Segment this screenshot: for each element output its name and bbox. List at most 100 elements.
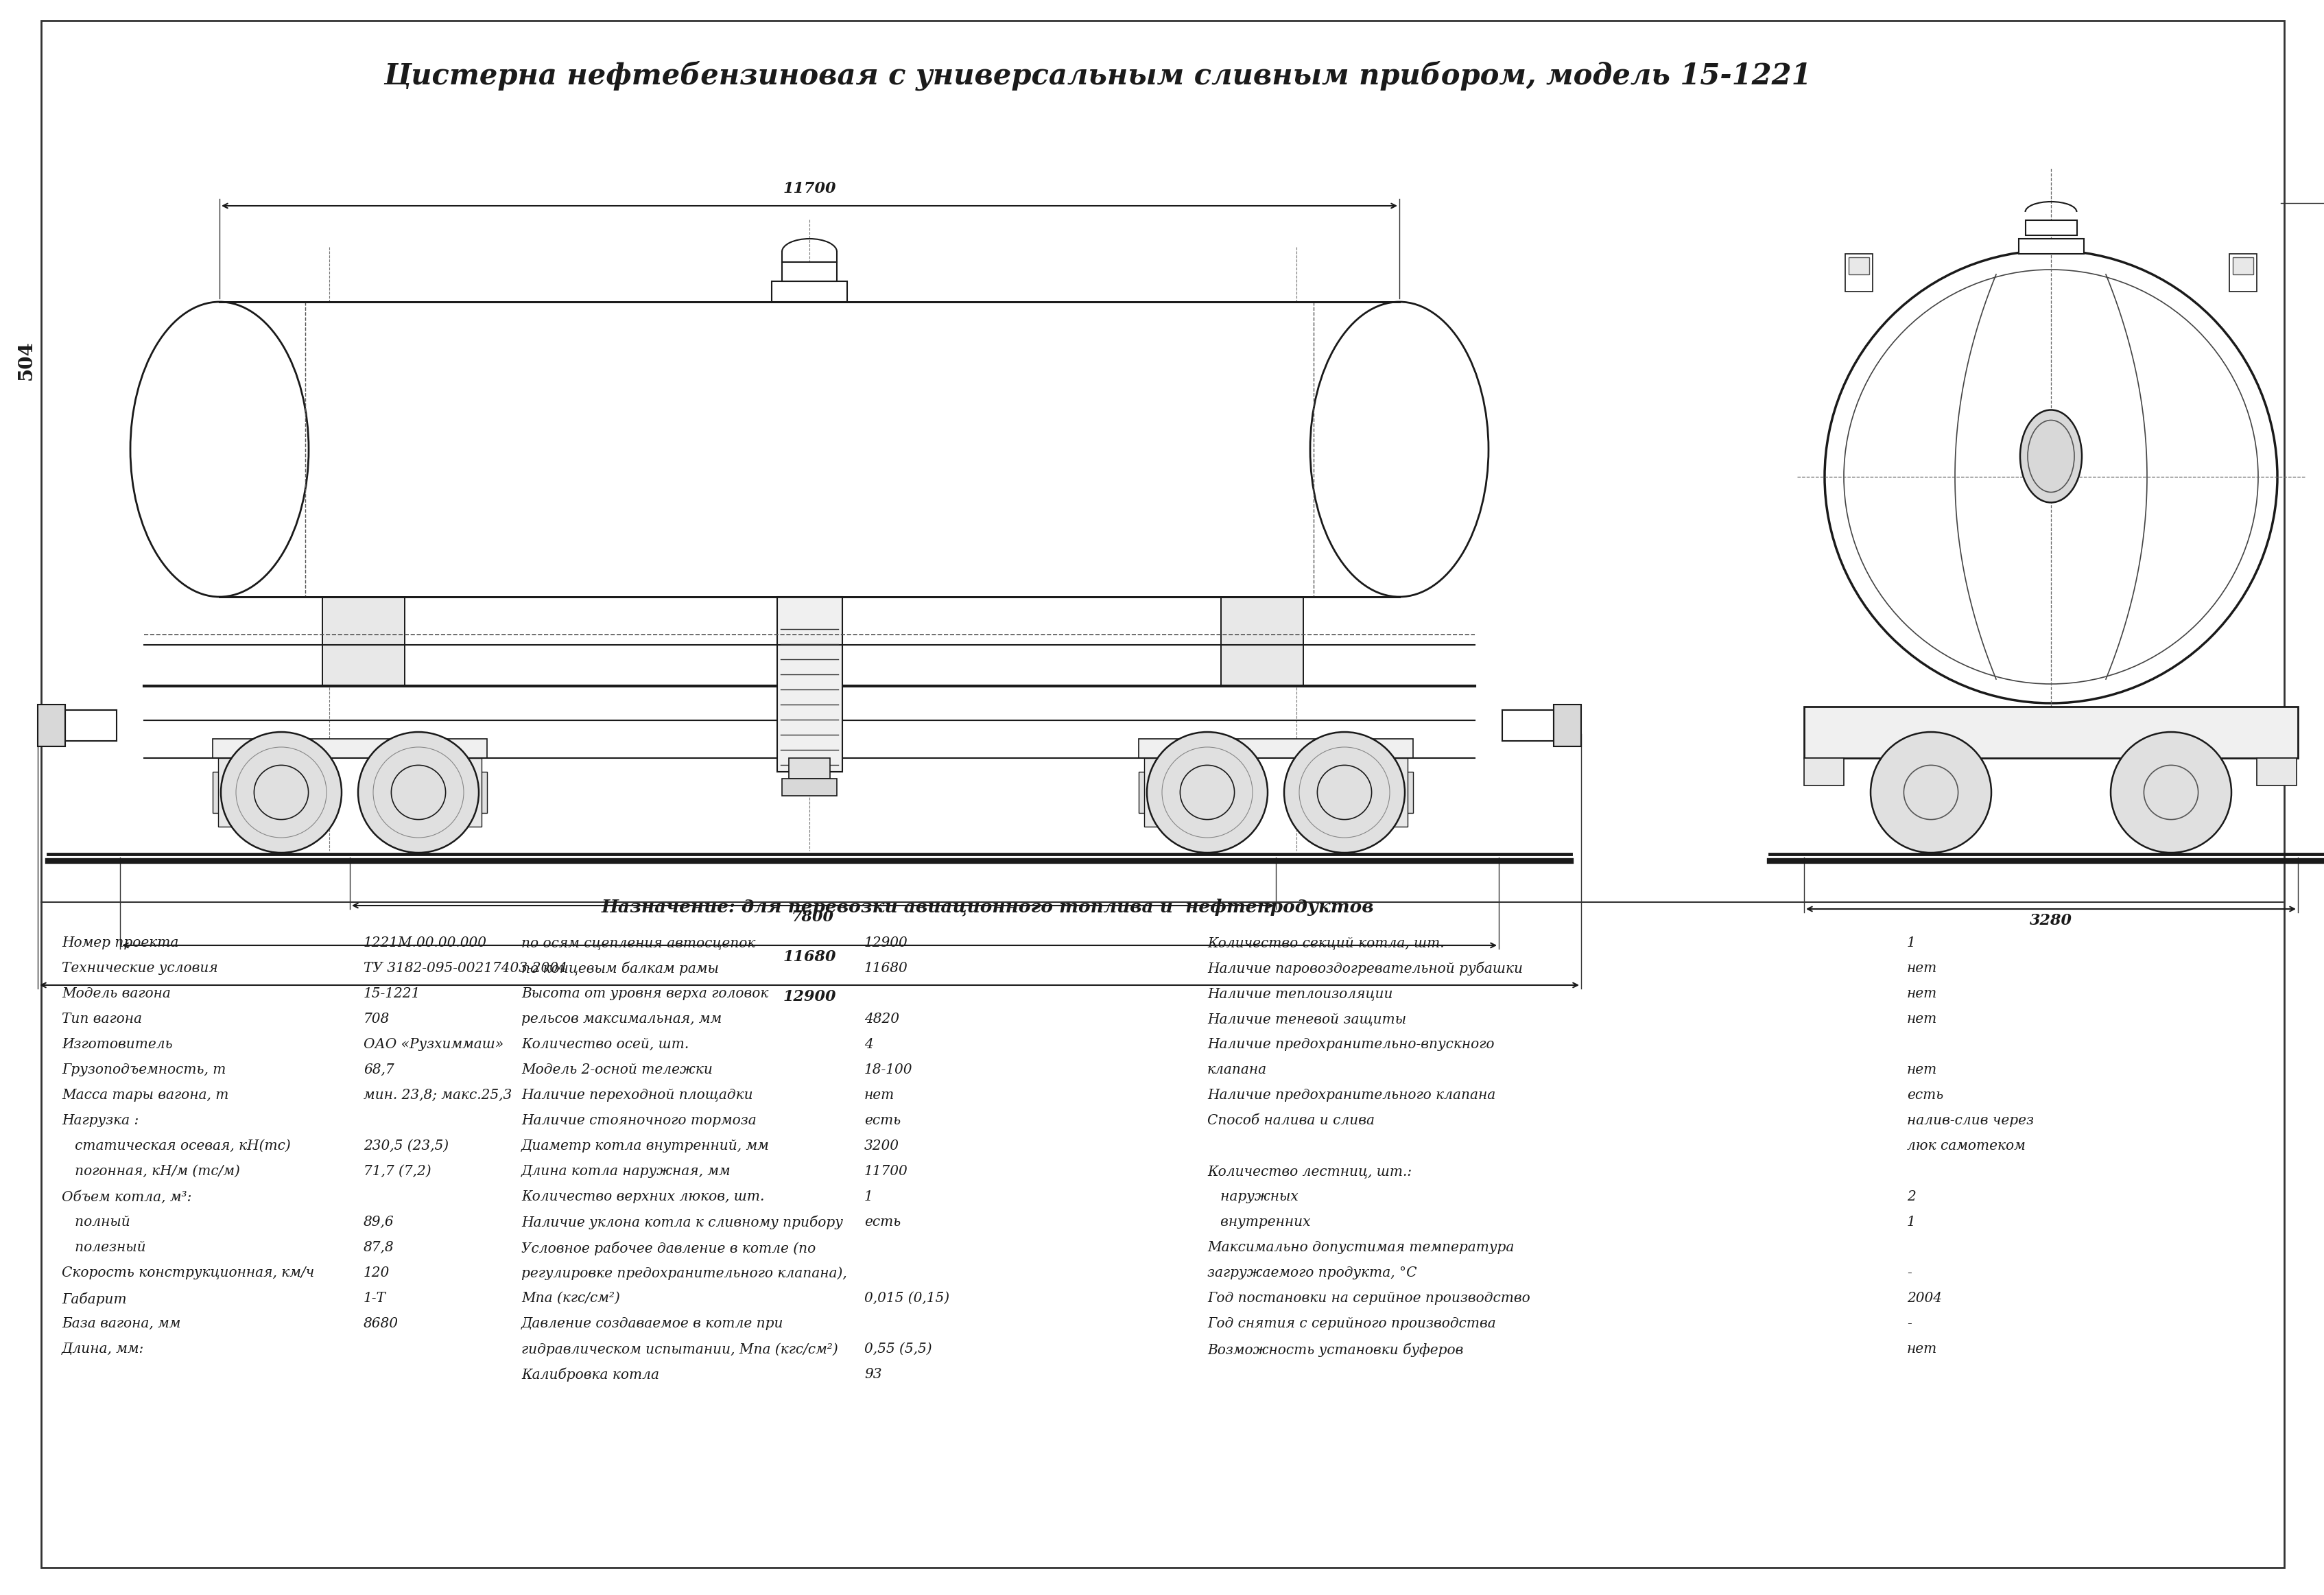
Bar <box>467 758 481 826</box>
Text: 1221М.00.00.000: 1221М.00.00.000 <box>363 936 488 949</box>
Circle shape <box>1148 732 1267 853</box>
Text: 11680: 11680 <box>865 962 909 975</box>
Text: 7800: 7800 <box>792 909 834 925</box>
Text: 18-100: 18-100 <box>865 1064 913 1077</box>
Text: Нагрузка :: Нагрузка : <box>63 1113 139 1128</box>
Text: 0,015 (0,15): 0,015 (0,15) <box>865 1292 951 1305</box>
Bar <box>1143 758 1157 826</box>
Circle shape <box>1824 250 2278 703</box>
Circle shape <box>2110 732 2231 853</box>
Text: статическая осевая, кН(тс): статическая осевая, кН(тс) <box>63 1139 290 1153</box>
Text: Модель вагона: Модель вагона <box>63 987 170 1000</box>
Text: Диаметр котла внутренний, мм: Диаметр котла внутренний, мм <box>521 1139 769 1153</box>
Bar <box>1845 254 1873 292</box>
Bar <box>462 772 488 813</box>
Bar <box>1555 705 1580 746</box>
Text: 12900: 12900 <box>783 989 837 1005</box>
Bar <box>37 705 65 746</box>
Text: погонная, кН/м (тс/м): погонная, кН/м (тс/м) <box>63 1164 239 1177</box>
Ellipse shape <box>2020 410 2082 502</box>
Bar <box>776 597 841 772</box>
Text: Мпа (кгс/см²): Мпа (кгс/см²) <box>521 1292 621 1305</box>
Bar <box>1848 257 1868 274</box>
Text: 8680: 8680 <box>363 1317 397 1330</box>
Text: 71,7 (7,2): 71,7 (7,2) <box>363 1164 432 1177</box>
Text: ТУ 3182-095-00217403-2004: ТУ 3182-095-00217403-2004 <box>363 962 567 975</box>
Text: загружаемого продукта, °С: загружаемого продукта, °С <box>1206 1266 1418 1279</box>
Bar <box>781 262 837 281</box>
Circle shape <box>1871 732 1992 853</box>
Text: по осям сцепления автосцепок: по осям сцепления автосцепок <box>521 936 755 949</box>
Text: нет: нет <box>1908 1013 1938 1026</box>
Text: Габарит: Габарит <box>63 1292 125 1306</box>
Text: Длина котла наружная, мм: Длина котла наружная, мм <box>521 1164 732 1177</box>
Text: Наличие предохранительного клапана: Наличие предохранительного клапана <box>1206 1089 1497 1102</box>
Bar <box>2027 220 2078 236</box>
Text: нет: нет <box>1908 1064 1938 1077</box>
Text: 1: 1 <box>865 1190 874 1203</box>
Text: мин. 23,8; макс.25,3: мин. 23,8; макс.25,3 <box>363 1089 511 1102</box>
Text: Изготовитель: Изготовитель <box>63 1038 172 1051</box>
Text: по концевым балкам рамы: по концевым балкам рамы <box>521 962 718 976</box>
Text: есть: есть <box>1908 1089 1943 1102</box>
Text: Объем котла, м³:: Объем котла, м³: <box>63 1190 191 1204</box>
Bar <box>1139 738 1413 758</box>
Bar <box>1390 772 1413 813</box>
Text: 708: 708 <box>363 1013 390 1026</box>
Bar <box>2233 257 2254 274</box>
Text: Грузоподъемность, т: Грузоподъемность, т <box>63 1064 225 1077</box>
Text: 2004: 2004 <box>1908 1292 1943 1305</box>
Text: Давление создаваемое в котле при: Давление создаваемое в котле при <box>521 1317 783 1330</box>
Text: Номер проекта: Номер проекта <box>63 936 179 949</box>
Bar <box>2020 239 2085 254</box>
Text: Высота от уровня верха головок: Высота от уровня верха головок <box>521 987 769 1000</box>
Text: База вагона, мм: База вагона, мм <box>63 1317 181 1330</box>
Text: 89,6: 89,6 <box>363 1215 395 1228</box>
Text: 1: 1 <box>1908 1215 1915 1228</box>
Text: ОАО «Рузхиммаш»: ОАО «Рузхиммаш» <box>363 1038 504 1051</box>
Text: нет: нет <box>1908 987 1938 1000</box>
Text: 87,8: 87,8 <box>363 1241 395 1254</box>
Bar <box>211 772 237 813</box>
Bar <box>218 301 1399 597</box>
Text: Наличие стояночного тормоза: Наличие стояночного тормоза <box>521 1113 755 1128</box>
Bar <box>1139 772 1162 813</box>
Bar <box>211 738 488 758</box>
Text: 504: 504 <box>16 340 35 380</box>
Circle shape <box>1285 732 1404 853</box>
Text: 68,7: 68,7 <box>363 1064 395 1077</box>
Bar <box>2257 758 2296 785</box>
Bar <box>1394 758 1408 826</box>
Text: Количество лестниц, шт.:: Количество лестниц, шт.: <box>1206 1164 1411 1177</box>
Text: 93: 93 <box>865 1369 881 1381</box>
Text: Год снятия с серийного производства: Год снятия с серийного производства <box>1206 1317 1497 1330</box>
Text: внутренних: внутренних <box>1206 1215 1311 1228</box>
Text: Условное рабочее давление в котле (по: Условное рабочее давление в котле (по <box>521 1241 816 1255</box>
Text: нет: нет <box>1908 962 1938 975</box>
Bar <box>1803 707 2298 758</box>
Text: Цистерна нефтебензиновая с универсальным сливным прибором, модель 15-1221: Цистерна нефтебензиновая с универсальным… <box>383 61 1810 91</box>
Circle shape <box>358 732 479 853</box>
Text: Максимально допустимая температура: Максимально допустимая температура <box>1206 1241 1515 1254</box>
Text: Скорость конструкционная, км/ч: Скорость конструкционная, км/ч <box>63 1266 314 1279</box>
Bar <box>781 778 837 796</box>
Text: Количество секций котла, шт.: Количество секций котла, шт. <box>1206 936 1443 949</box>
Text: 0,55 (5,5): 0,55 (5,5) <box>865 1343 932 1356</box>
Text: Технические условия: Технические условия <box>63 962 218 975</box>
Text: наружных: наружных <box>1206 1190 1299 1203</box>
Text: Наличие теневой защиты: Наличие теневой защиты <box>1206 1013 1406 1026</box>
Text: 3200: 3200 <box>865 1139 899 1153</box>
Text: Длина, мм:: Длина, мм: <box>63 1343 144 1356</box>
Text: 12900: 12900 <box>865 936 909 949</box>
Text: 4: 4 <box>865 1038 874 1051</box>
Text: нет: нет <box>865 1089 895 1102</box>
Text: Наличие уклона котла к сливному прибору: Наличие уклона котла к сливному прибору <box>521 1215 844 1230</box>
Text: люк самотеком: люк самотеком <box>1908 1139 2027 1153</box>
Text: налив-слив через: налив-слив через <box>1908 1113 2034 1128</box>
Text: 4820: 4820 <box>865 1013 899 1026</box>
Text: есть: есть <box>865 1113 902 1128</box>
Text: Наличие паровоздогревательной рубашки: Наличие паровоздогревательной рубашки <box>1206 962 1522 976</box>
Bar <box>130 301 1487 597</box>
Text: 11700: 11700 <box>783 182 837 196</box>
Text: Наличие предохранительно-впускного: Наличие предохранительно-впускного <box>1206 1038 1494 1051</box>
